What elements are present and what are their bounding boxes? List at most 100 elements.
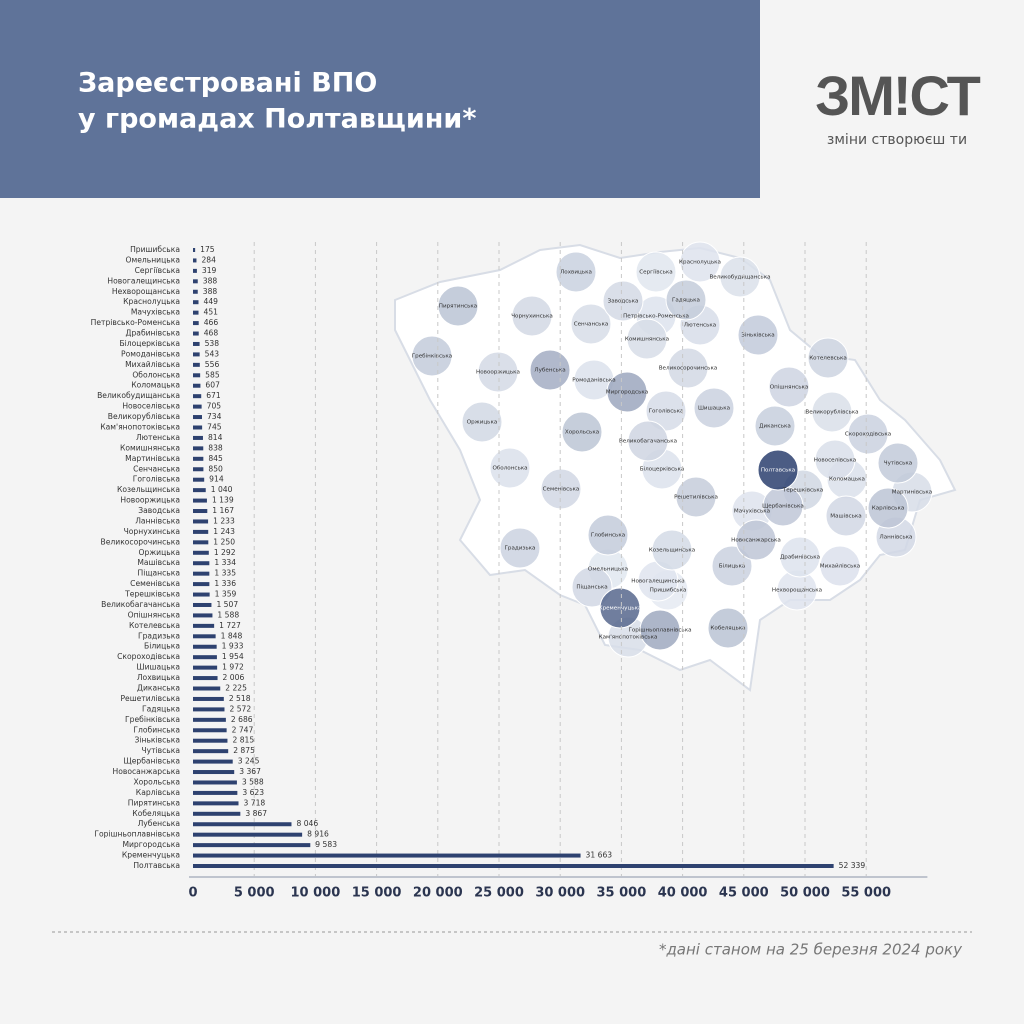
value-label: 451	[204, 308, 219, 317]
map-label: Лохвицька	[560, 270, 592, 276]
category-label: Полтавська	[133, 861, 180, 870]
value-label: 3 623	[242, 788, 264, 797]
category-label: Семенівська	[130, 579, 180, 588]
x-tick-label: 0	[188, 886, 197, 901]
category-label: Білицька	[144, 642, 180, 651]
map-label: Новосанжарська	[731, 538, 781, 544]
map-region	[737, 314, 779, 356]
bar	[193, 519, 209, 524]
value-label: 2 875	[233, 746, 255, 755]
category-label: Новогалещинська	[107, 276, 180, 285]
value-label: 31 663	[586, 851, 613, 860]
bar	[193, 801, 239, 806]
bar	[193, 822, 292, 827]
value-label: 1 167	[212, 506, 234, 515]
category-label: Кобеляцька	[132, 809, 180, 818]
category-label: Заводська	[138, 506, 180, 515]
bar	[193, 707, 225, 712]
value-label: 1 292	[214, 548, 236, 557]
bar	[193, 550, 209, 555]
value-label: 3 718	[244, 798, 266, 807]
map-region	[735, 519, 777, 561]
x-tick-label: 55 000	[841, 886, 891, 901]
map-label: Зіньківська	[741, 333, 775, 339]
map-region	[587, 514, 629, 556]
bar	[193, 415, 202, 420]
category-label: Кам'янопотоківська	[100, 422, 180, 431]
value-label: 1 250	[213, 537, 235, 546]
map-label: Решетилівська	[674, 495, 718, 501]
bar	[193, 467, 204, 472]
map-label: Градизька	[505, 546, 536, 552]
category-label: Щербанівська	[123, 757, 180, 766]
bar	[193, 582, 210, 587]
map-region	[811, 391, 853, 433]
bar	[193, 696, 224, 701]
map-label: Гребінківська	[412, 354, 452, 360]
bar	[193, 665, 218, 670]
map-region	[707, 607, 749, 649]
map-region	[679, 241, 721, 283]
map-region	[667, 347, 709, 389]
category-label: Білоцерківська	[119, 339, 180, 348]
map-label: Великорублівська	[805, 410, 858, 416]
map-region	[461, 401, 503, 443]
value-label: 745	[207, 422, 222, 431]
value-label: 914	[209, 475, 224, 484]
value-label: 3 588	[242, 777, 264, 786]
x-tick-label: 45 000	[719, 886, 769, 901]
bar	[193, 446, 204, 451]
bar	[193, 529, 209, 534]
bar	[193, 602, 212, 607]
map-label: Новооржицька	[476, 370, 520, 376]
bar	[193, 749, 229, 754]
bar	[193, 717, 226, 722]
map-label: Щербанівська	[762, 504, 804, 510]
category-label: Гоголівська	[133, 475, 180, 484]
category-label: Великосорочинська	[101, 537, 180, 546]
bar	[193, 488, 206, 493]
value-label: 284	[201, 255, 216, 264]
bar	[193, 362, 200, 367]
category-label: Новоселівська	[122, 402, 180, 411]
map-label: Сергіївська	[639, 270, 672, 276]
value-label: 2 006	[223, 673, 245, 682]
category-label: Горішньоплавнівська	[94, 830, 180, 839]
bar	[193, 644, 217, 649]
map-label: Білоцерківська	[640, 467, 685, 473]
chart-subtitle: у громадах Полтавщини*	[78, 104, 476, 135]
value-label: 556	[205, 360, 220, 369]
category-label: Оржицька	[139, 548, 180, 557]
value-label: 1 972	[222, 663, 244, 672]
map-label: Миргородська	[606, 390, 648, 396]
category-label: Гребінківська	[125, 715, 180, 724]
category-label: Гадяцька	[142, 704, 180, 713]
category-label: Козельщинська	[117, 485, 180, 494]
map-label: Лютенська	[684, 323, 716, 329]
brand-tagline: зміни створюєш ти	[827, 132, 967, 148]
bar	[193, 310, 199, 315]
map-label: Лубенська	[534, 368, 565, 374]
header-band	[0, 0, 760, 198]
value-label: 1 727	[219, 621, 241, 630]
map-region	[599, 587, 641, 629]
bar	[193, 352, 200, 357]
map-label: Козельщинська	[649, 548, 695, 554]
map-region	[635, 251, 677, 293]
value-label: 1 336	[214, 579, 236, 588]
x-tick-label: 30 000	[535, 886, 585, 901]
bar	[193, 759, 233, 764]
category-label: Ромоданівська	[121, 349, 180, 358]
value-label: 607	[205, 381, 220, 390]
value-label: 2 572	[229, 704, 251, 713]
value-label: 1 954	[222, 652, 244, 661]
category-label: Диканська	[137, 684, 180, 693]
category-label: Лубенська	[138, 819, 180, 828]
map-region	[570, 303, 612, 345]
footnote: *дані станом на 25 березня 2024 року	[659, 941, 963, 959]
value-label: 2 815	[232, 736, 254, 745]
map-label: Гадяцька	[672, 298, 700, 304]
map-label: Оржицька	[467, 420, 498, 426]
